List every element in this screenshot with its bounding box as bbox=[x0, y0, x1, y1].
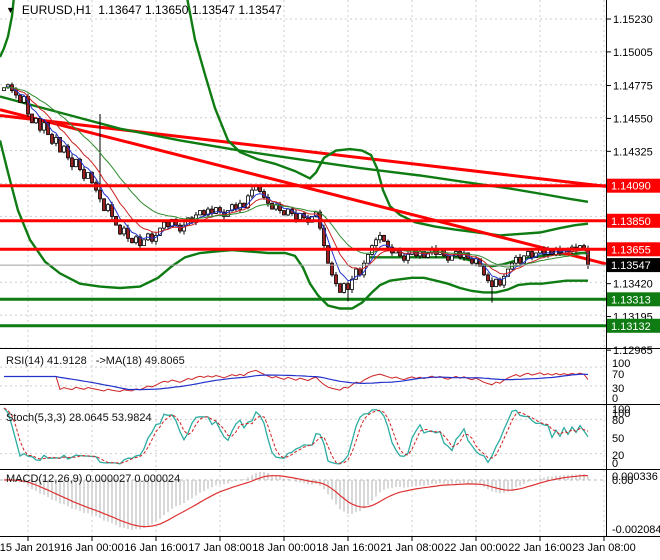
stoch-panel bbox=[3, 407, 589, 465]
resistance-price-1-box bbox=[607, 213, 660, 228]
time-tick-label: 23 Jan 08:00 bbox=[572, 542, 636, 554]
rsi-value-label: RSI(14) 41.9128 bbox=[6, 355, 87, 367]
stoch-scale-label: 0 bbox=[612, 458, 618, 470]
price-tick-label: 1.15005 bbox=[613, 47, 653, 59]
resistance-price-1-label: 1.13850 bbox=[611, 216, 651, 228]
stoch-indicator-header: Stoch(5,3,3) 28.0645 53.9824 bbox=[6, 412, 152, 424]
symbol-timeframe-label: EURUSD,H1 bbox=[21, 3, 92, 17]
macd-scale-label: -0.002084 bbox=[612, 524, 660, 536]
stoch-scale-label: 100 bbox=[612, 404, 630, 416]
rsi-ma-line bbox=[4, 373, 589, 391]
rsi-indicator-header: RSI(14) 41.9128 ->MA(18) 49.8065 bbox=[6, 355, 185, 367]
time-tick-label: 15 Jan 2019 bbox=[0, 542, 60, 554]
time-tick-label: 22 Jan 16:00 bbox=[508, 542, 572, 554]
current-price-label: 1.13547 bbox=[611, 260, 651, 272]
descending-trendline-upper[interactable] bbox=[0, 114, 606, 188]
price-tick-label: 1.14775 bbox=[613, 81, 653, 93]
support-price-0-label: 1.13313 bbox=[611, 294, 651, 306]
support-price-1-box bbox=[607, 318, 660, 333]
ohlc-quotes-label: 1.13647 1.13650 1.13547 1.13547 bbox=[98, 3, 282, 17]
rsi-line bbox=[4, 369, 589, 393]
rsi-scale-label: 100 bbox=[612, 358, 630, 370]
current-price-box bbox=[607, 258, 660, 273]
macd-scale-label: 0.00 bbox=[612, 475, 633, 487]
stoch-scale-label: 100 bbox=[612, 408, 630, 420]
chart-title-bar: ▼ EURUSD,H1 1.13647 1.13650 1.13547 1.13… bbox=[6, 3, 282, 17]
rsi-scale-label: 70 bbox=[612, 369, 624, 381]
rsi-scale-label: 0 bbox=[612, 393, 618, 405]
chart-dropdown-icon[interactable]: ▼ bbox=[6, 4, 15, 15]
macd-value-label: MACD(12,26,9) 0.000027 0.000024 bbox=[6, 473, 181, 485]
time-tick-label: 18 Jan 16:00 bbox=[316, 542, 380, 554]
macd-panel bbox=[3, 471, 589, 530]
stoch-d-line bbox=[3, 407, 589, 464]
macd-signal-line bbox=[3, 474, 589, 528]
stoch-scale-label: 20 bbox=[612, 450, 624, 462]
time-tick-label: 16 Jan 16:00 bbox=[124, 542, 188, 554]
panel-borders bbox=[0, 0, 660, 537]
indicator-scale-labels: 1007030010010080502000.0003360.00-0.0020… bbox=[612, 358, 660, 536]
macd-scale-label: 0.000336 bbox=[612, 471, 658, 483]
price-tick-label: 1.13420 bbox=[613, 279, 653, 291]
price-tick-label: 1.14550 bbox=[613, 113, 653, 125]
time-axis-labels: 15 Jan 2019 16 Jan 00:00 16 Jan 16:00 17 Ja… bbox=[0, 536, 636, 554]
price-tick-label: 1.15230 bbox=[613, 14, 653, 26]
time-tick-label: 22 Jan 00:00 bbox=[444, 542, 508, 554]
macd-indicator-header: MACD(12,26,9) 0.000027 0.000024 bbox=[6, 473, 180, 485]
time-tick-label: 18 Jan 00:00 bbox=[252, 542, 316, 554]
support-price-0-box bbox=[607, 292, 660, 307]
stoch-scale-label: 80 bbox=[612, 415, 624, 427]
time-tick-label: 17 Jan 08:00 bbox=[188, 542, 252, 554]
resistance-price-2-box bbox=[607, 242, 660, 257]
price-axis-labels: 1.15230 1.15005 1.14775 1.14550 1.14325 1.134… bbox=[606, 14, 660, 357]
lower-band bbox=[0, 140, 588, 310]
price-tick-label: 1.14325 bbox=[613, 146, 653, 158]
stoch-value-label: Stoch(5,3,3) 28.0645 53.9824 bbox=[6, 412, 152, 424]
rsi-scale-label: 30 bbox=[612, 383, 624, 395]
rsi-ma-value-label: ->MA(18) 49.8065 bbox=[95, 355, 185, 367]
rsi-panel bbox=[4, 369, 589, 393]
time-tick-label: 21 Jan 08:00 bbox=[380, 542, 444, 554]
resistance-price-0-box bbox=[607, 178, 660, 193]
stoch-scale-label: 50 bbox=[612, 433, 624, 445]
time-tick-label: 16 Jan 00:00 bbox=[60, 542, 124, 554]
slow-ma-diagonal bbox=[0, 95, 589, 203]
resistance-price-0-label: 1.14090 bbox=[611, 181, 651, 193]
support-price-1-label: 1.13132 bbox=[611, 321, 651, 333]
price-tick-label: 1.12965 bbox=[613, 345, 653, 357]
resistance-price-2-label: 1.13655 bbox=[611, 244, 651, 256]
moving-averages-layer bbox=[3, 86, 589, 282]
